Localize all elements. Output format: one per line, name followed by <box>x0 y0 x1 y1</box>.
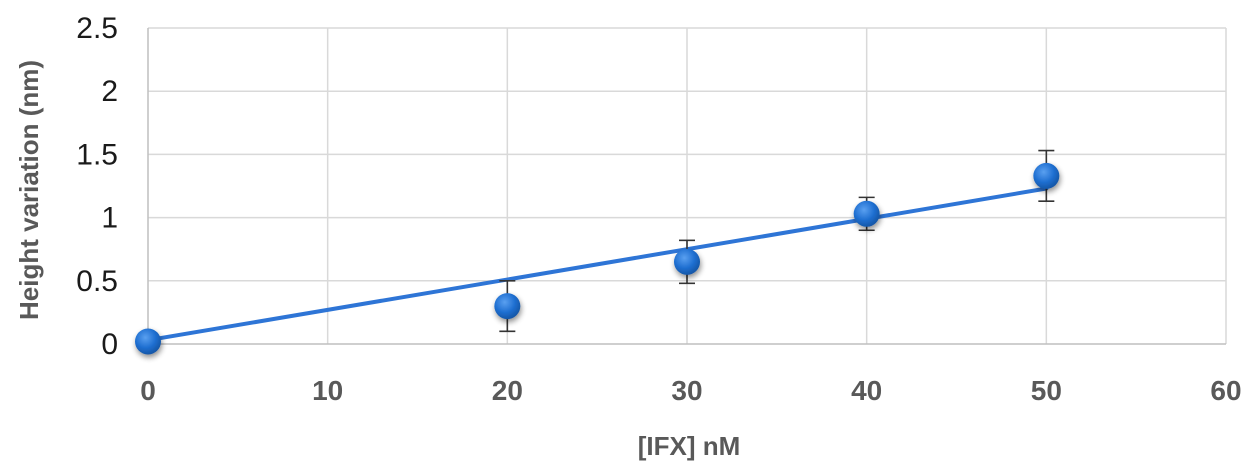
y-tick-label: 1 <box>101 202 118 235</box>
grid-lines <box>148 27 1227 344</box>
y-tick-label: 0 <box>101 328 118 361</box>
x-tick-label: 40 <box>851 375 882 406</box>
y-tick-labels: 0 0.5 1 1.5 2 2.5 <box>76 12 118 361</box>
data-point <box>1033 162 1060 189</box>
axes <box>147 28 1226 345</box>
x-axis-title: [IFX] nM <box>638 431 741 461</box>
data-points <box>135 162 1060 355</box>
x-tick-label: 0 <box>140 375 156 406</box>
x-tick-labels: 0 10 20 30 40 50 60 <box>140 375 1241 406</box>
y-tick-label: 2 <box>101 75 118 108</box>
y-tick-label: 0.5 <box>76 265 118 298</box>
data-point <box>674 248 700 275</box>
trendline-group <box>146 186 1049 343</box>
x-tick-label: 60 <box>1210 375 1241 406</box>
x-tick-label: 20 <box>492 375 523 406</box>
x-tick-label: 10 <box>312 375 343 406</box>
x-tick-label: 30 <box>671 375 702 406</box>
x-tick-label: 50 <box>1031 375 1062 406</box>
y-tick-label: 1.5 <box>76 138 118 171</box>
y-axis-title: Height variation (nm) <box>14 60 44 320</box>
trendline <box>146 186 1049 343</box>
data-point <box>494 293 521 320</box>
error-bars <box>140 149 1055 345</box>
data-point <box>853 200 880 227</box>
y-tick-label: 2.5 <box>76 12 118 45</box>
data-point <box>135 328 161 355</box>
